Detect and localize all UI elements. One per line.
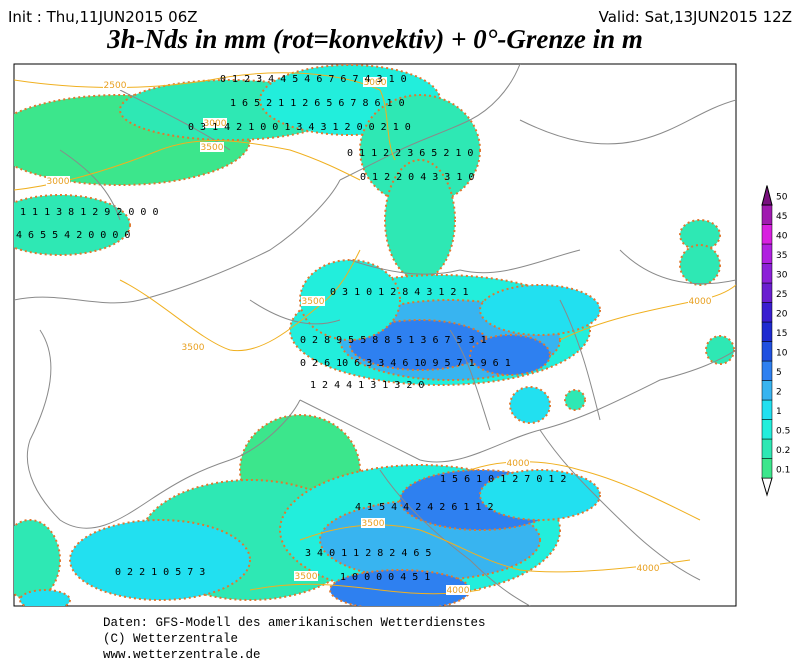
precip-area <box>19 589 71 606</box>
coastlines <box>14 64 736 606</box>
contour-label: 3500 <box>302 297 325 307</box>
precip-value-row: 1 6 5 2 1 1 2 6 5 6 7 8 6 1 0 <box>230 98 405 109</box>
colorbar-tick-label: 35 <box>776 251 787 261</box>
contour-label: 3000 <box>204 119 227 129</box>
colorbar-tick-label: 0.2 <box>776 446 790 456</box>
precip-area <box>69 519 251 601</box>
precip-area <box>469 334 551 376</box>
contour-label: 4000 <box>689 297 712 307</box>
contour-label-box <box>363 77 387 87</box>
colorbar-tick-label: 0.5 <box>776 427 790 437</box>
contour-label-box <box>294 571 318 581</box>
contour-label-box <box>46 176 70 186</box>
contour-label: 3500 <box>201 143 224 153</box>
colorbar-segment <box>761 419 773 440</box>
contour-label: 4000 <box>447 586 470 596</box>
valid-time: Valid: Sat,13JUN2015 12Z <box>599 8 792 26</box>
colorbar-segment <box>761 399 773 420</box>
contour-label: 3500 <box>182 343 205 353</box>
contour-label-box <box>203 118 227 128</box>
precip-value-row: 1 2 4 4 1 3 1 3 2 0 <box>310 380 424 391</box>
colorbar-segment <box>761 302 773 323</box>
colorbar-tick-label: 45 <box>776 212 787 222</box>
contour-label-box <box>361 518 385 528</box>
precip-value-row: 1 1 1 3 8 1 2 9 2 0 0 0 <box>20 207 158 218</box>
colorbar-tick-label: 1 <box>776 407 782 417</box>
footer-url: www.wetterzentrale.de <box>103 648 261 662</box>
precip-area <box>679 219 721 251</box>
contour-label: 3500 <box>362 519 385 529</box>
precip-value-row: 1 0 0 0 0 4 5 1 <box>340 572 430 583</box>
colorbar-segment <box>761 360 773 381</box>
precip-value-row: 0 3 1 0 1 2 8 4 3 1 2 1 <box>330 287 468 298</box>
contour-label-box <box>103 80 127 90</box>
colorbar-segment <box>761 341 773 362</box>
contour-label-box <box>200 142 224 152</box>
precip-value-row: 0 2 8 9 5 5 8 8 5 1 3 6 7 5 3 1 <box>300 335 487 346</box>
init-time: Init : Thu,11JUN2015 06Z <box>8 8 198 26</box>
colorbar-segment <box>761 282 773 303</box>
colorbar-segment <box>761 380 773 401</box>
footer-copyright: (C) Wetterzentrale <box>103 632 238 646</box>
colorbar-segment <box>761 263 773 284</box>
colorbar-high-end <box>761 185 773 206</box>
contour-label: 3000 <box>47 177 70 187</box>
precip-value-row: 4 6 5 5 4 2 0 0 0 0 <box>16 230 130 241</box>
precip-area <box>509 386 551 424</box>
precip-value-row: 3 4 0 1 1 2 8 2 4 6 5 <box>305 548 431 559</box>
precip-area <box>479 469 601 521</box>
colorbar-segment <box>761 458 773 479</box>
colorbar-tick-label: 2 <box>776 388 782 398</box>
colorbar-low-end <box>761 477 773 497</box>
colorbar-tick-label: 10 <box>776 349 788 359</box>
colorbar-tick-label: 0.1 <box>776 466 790 476</box>
precip-area <box>14 519 61 601</box>
precip-area <box>299 259 401 341</box>
contour-label: 3500 <box>295 572 318 582</box>
precip-value-row: 4 1 5 4 4 2 4 2 6 1 1 2 <box>355 502 493 513</box>
colorbar-segment <box>761 224 773 245</box>
precip-value-row: 0 1 2 3 4 4 5 4 6 7 6 7 4 3 1 0 <box>220 74 407 85</box>
contour-label: 4000 <box>507 459 530 469</box>
colorbar-tick-label: 50 <box>776 193 788 203</box>
colorbar-segment <box>761 204 773 225</box>
contour-label-box <box>688 296 712 306</box>
precip-area <box>564 389 586 411</box>
contour-label: 3000 <box>364 78 387 88</box>
contour-label-box <box>446 585 470 595</box>
map-title: 3h-Nds in mm (rot=konvektiv) + 0°-Grenze… <box>106 24 643 54</box>
precip-area <box>705 335 735 365</box>
precip-value-row: 0 2 6 10 6 3 3 4 6 10 9 5 7 1 9 6 1 <box>300 358 511 369</box>
colorbar-segment <box>761 321 773 342</box>
colorbar-tick-label: 25 <box>776 290 787 300</box>
colorbar-segment <box>761 438 773 459</box>
colorbar-tick-label: 30 <box>776 271 788 281</box>
colorbar-tick-label: 15 <box>776 329 787 339</box>
precip-area <box>479 284 601 336</box>
precip-value-row: 0 1 1 2 2 3 6 5 2 1 0 <box>347 148 473 159</box>
colorbar-segment <box>761 243 773 264</box>
precip-value-row: 1 5 6 1 0 1 2 7 0 1 2 <box>440 474 566 485</box>
contour-label: 2500 <box>104 81 127 91</box>
colorbar-tick-label: 40 <box>776 232 788 242</box>
contour-label: 4000 <box>637 564 660 574</box>
contour-label-box <box>506 458 530 468</box>
precip-area <box>679 244 721 286</box>
contour-label-box <box>181 342 205 352</box>
map-area: 2500 3000 3000 3500 3000 3500 3500 4000 4000 3500… <box>13 63 737 607</box>
precip-value-row: 0 3 1 4 2 1 0 0 1 3 4 3 1 2 0 0 2 1 0 <box>188 122 411 133</box>
precip-value-row: 0 1 2 2 0 4 3 3 1 0 <box>360 172 474 183</box>
precip-value-row: 0 2 2 1 0 5 7 3 <box>115 567 205 578</box>
colorbar-tick-label: 20 <box>776 310 788 320</box>
contour-label-box <box>636 563 660 573</box>
contour-label-box <box>301 296 325 306</box>
colorbar-tick-label: 5 <box>776 368 782 378</box>
footer-source: Daten: GFS-Modell des amerikanischen Wet… <box>103 616 486 630</box>
precip-area <box>14 194 131 256</box>
